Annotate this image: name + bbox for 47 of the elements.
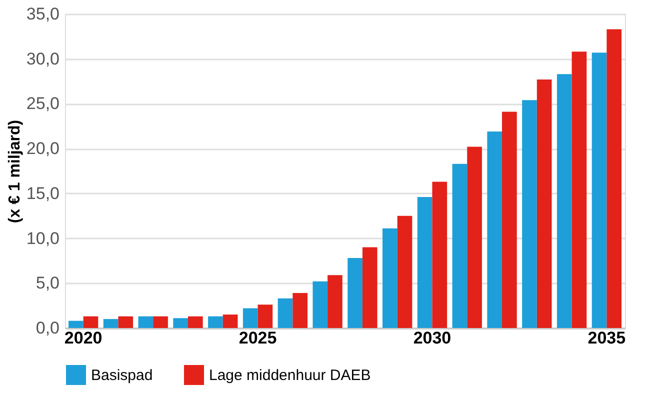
bar: [397, 216, 412, 328]
bar: [242, 308, 258, 328]
x-tick-label: 2035: [588, 328, 626, 348]
bar: [258, 304, 273, 328]
bar: [292, 293, 308, 328]
y-tick-label: 15,0: [26, 184, 60, 203]
bar: [362, 247, 378, 328]
bar: [138, 316, 154, 328]
bar: [606, 29, 622, 328]
bar: [312, 281, 328, 328]
bar: [118, 316, 134, 328]
bar: [522, 100, 537, 328]
bar: [222, 314, 238, 328]
bar: [188, 316, 203, 328]
legend-label: Basispad: [91, 367, 153, 384]
x-tick-label: 2020: [64, 328, 102, 348]
bar: [328, 275, 342, 328]
x-tick-label: 2025: [238, 328, 277, 348]
bar: [68, 320, 84, 328]
bar: [556, 74, 572, 328]
y-tick-label: 30,0: [26, 49, 60, 68]
bar: [348, 258, 362, 328]
bar: [153, 316, 168, 328]
bar: [417, 197, 432, 328]
y-axis-title: (x € 1 miljard): [6, 120, 24, 224]
y-tick-label: 5,0: [36, 274, 60, 293]
bar: [452, 164, 468, 328]
bar: [536, 79, 552, 328]
bar: [382, 228, 398, 328]
y-tick-label: 35,0: [26, 4, 60, 24]
bar: [103, 319, 118, 328]
legend-label: Lage middenhuur DAEB: [209, 367, 371, 384]
bar: [467, 146, 482, 328]
y-tick-label: 10,0: [26, 228, 60, 248]
bar: [278, 298, 293, 328]
y-tick-label: 25,0: [26, 94, 60, 114]
bar: [572, 52, 587, 328]
bar: [208, 316, 223, 328]
bar: [487, 132, 502, 328]
bar: [432, 182, 448, 328]
bar: [502, 112, 517, 328]
y-tick-label: 0,0: [36, 318, 60, 338]
y-tick-label: 20,0: [26, 139, 60, 158]
bar: [592, 52, 607, 328]
bar: [83, 316, 98, 328]
bar: [173, 318, 188, 328]
x-tick-label: 2030: [413, 328, 452, 348]
